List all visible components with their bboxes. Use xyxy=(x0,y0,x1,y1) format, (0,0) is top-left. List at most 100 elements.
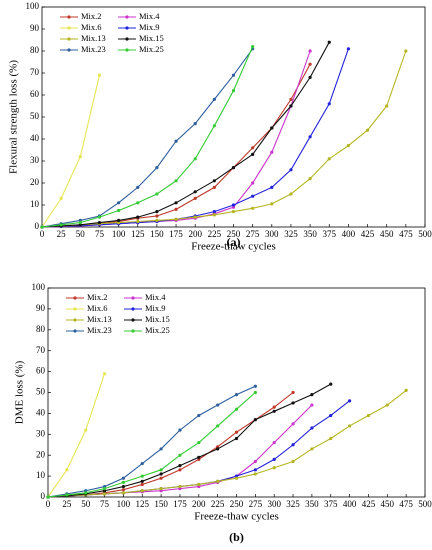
data-point xyxy=(289,168,293,172)
data-point xyxy=(155,166,159,170)
x-tick-label: 75 xyxy=(100,499,110,509)
x-tick-label: 250 xyxy=(227,229,241,239)
data-point xyxy=(272,405,276,409)
data-point xyxy=(291,401,295,405)
data-point xyxy=(270,150,274,154)
y-tick-label: 30 xyxy=(30,155,40,165)
data-point xyxy=(178,484,182,489)
data-point xyxy=(212,179,216,183)
data-point xyxy=(308,62,312,66)
legend-marker xyxy=(67,15,71,19)
data-point xyxy=(272,441,276,445)
x-tick-label: 350 xyxy=(305,499,319,509)
data-point xyxy=(65,493,69,497)
data-point xyxy=(46,495,50,499)
data-point xyxy=(97,221,102,225)
data-point xyxy=(253,468,257,472)
data-point xyxy=(308,177,312,181)
legend-marker xyxy=(67,26,71,30)
data-point xyxy=(174,207,178,211)
data-point xyxy=(136,201,140,205)
legend-marker xyxy=(73,296,77,300)
data-point xyxy=(270,185,274,189)
legend-label: Mix.6 xyxy=(87,303,108,313)
data-point xyxy=(272,457,276,461)
data-point xyxy=(212,124,216,128)
legend-label: Mix.15 xyxy=(139,33,164,43)
y-tick-label: 10 xyxy=(36,470,46,480)
data-point xyxy=(178,468,182,472)
legend-label: Mix.13 xyxy=(87,314,112,324)
data-point xyxy=(251,146,255,150)
data-point xyxy=(253,459,257,464)
legend-label: Mix.4 xyxy=(145,292,166,302)
data-point xyxy=(159,468,163,472)
legend-label: Mix.15 xyxy=(145,314,170,324)
y-tick-label: 50 xyxy=(30,111,40,121)
x-tick-label: 275 xyxy=(249,499,263,509)
data-point xyxy=(253,384,257,388)
x-tick-label: 0 xyxy=(46,499,51,509)
data-point xyxy=(310,447,314,451)
x-tick-label: 250 xyxy=(230,499,244,509)
data-point xyxy=(251,206,255,210)
x-axis-label: Freeze-thaw cycles xyxy=(191,241,276,253)
data-point xyxy=(231,73,236,77)
legend-label: Mix.9 xyxy=(145,303,166,313)
data-point xyxy=(308,49,312,53)
data-point xyxy=(197,413,201,418)
data-point xyxy=(197,482,201,487)
x-tick-label: 400 xyxy=(343,499,357,509)
y-tick-label: 20 xyxy=(36,449,46,459)
data-point xyxy=(329,382,333,386)
y-tick-label: 80 xyxy=(36,324,46,334)
data-point xyxy=(78,223,82,227)
x-tick-label: 200 xyxy=(192,499,206,509)
data-point xyxy=(291,390,295,395)
legend-label: Mix.23 xyxy=(81,44,106,54)
data-point xyxy=(270,126,274,130)
legend-label: Mix.25 xyxy=(145,325,170,335)
legend-marker xyxy=(67,48,71,52)
data-point xyxy=(310,403,314,407)
data-point xyxy=(385,403,389,407)
data-point xyxy=(59,196,63,200)
x-tick-label: 0 xyxy=(40,229,45,239)
x-tick-label: 425 xyxy=(361,229,375,239)
y-tick-label: 0 xyxy=(41,491,46,501)
data-point xyxy=(251,152,255,156)
legend-marker xyxy=(125,37,129,41)
data-point xyxy=(308,135,312,139)
data-point xyxy=(346,47,350,51)
data-point xyxy=(404,49,408,53)
data-point xyxy=(78,155,82,159)
y-tick-label: 80 xyxy=(30,45,40,55)
data-point xyxy=(231,205,236,209)
data-point xyxy=(136,185,140,189)
x-tick-label: 50 xyxy=(76,229,86,239)
data-point xyxy=(140,489,144,493)
data-point xyxy=(291,422,295,426)
y-tick-label: 20 xyxy=(30,177,40,187)
data-point xyxy=(155,192,159,196)
data-point xyxy=(174,201,178,205)
y-tick-label: 70 xyxy=(30,67,40,77)
data-point xyxy=(140,482,144,487)
y-tick-label: 100 xyxy=(32,282,46,292)
data-point xyxy=(155,210,159,214)
data-point xyxy=(253,472,257,476)
x-tick-label: 125 xyxy=(136,499,150,509)
data-point xyxy=(121,484,125,489)
data-point xyxy=(234,476,239,480)
legend-label: Mix.13 xyxy=(81,33,106,43)
data-point xyxy=(97,215,102,219)
data-point xyxy=(251,194,255,198)
legend-marker xyxy=(131,329,135,333)
data-point xyxy=(289,104,293,108)
x-tick-label: 300 xyxy=(265,229,279,239)
data-point xyxy=(216,403,220,407)
data-point xyxy=(231,203,236,207)
data-point xyxy=(253,390,257,395)
data-point xyxy=(117,218,121,222)
